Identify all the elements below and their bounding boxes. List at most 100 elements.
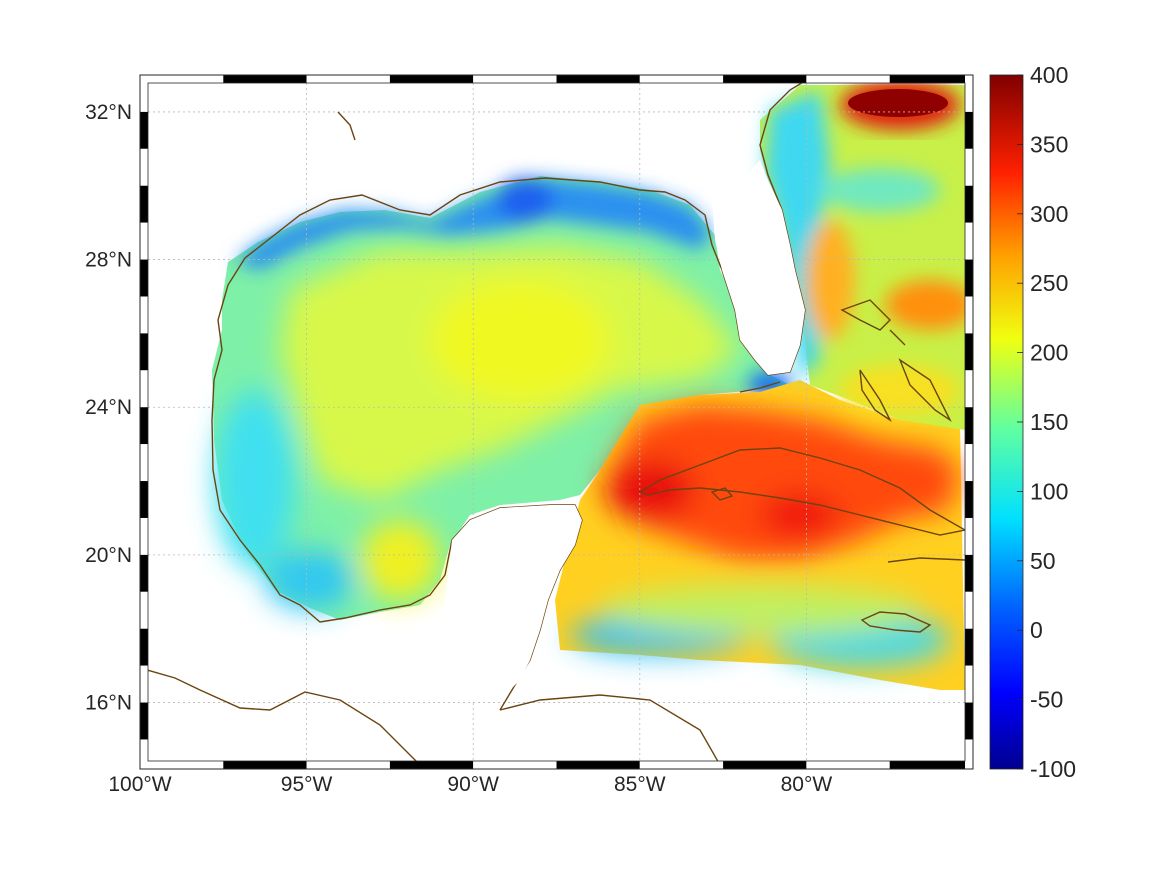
frame-segment	[965, 628, 973, 666]
lon-axis-labels: 100°W 95°W 90°W 85°W 80°W	[108, 773, 832, 796]
frame-segment	[140, 554, 148, 592]
lat-tick-label: 32°N	[85, 101, 132, 124]
frame-segment	[140, 517, 148, 555]
frame-segment	[473, 75, 557, 83]
lat-tick-label: 24°N	[85, 396, 132, 419]
frame-segment	[965, 591, 973, 629]
frame-segment	[140, 370, 148, 408]
frame-segment	[723, 75, 807, 83]
frame-segment	[223, 75, 307, 83]
atlantic-north-darkred	[848, 89, 948, 117]
honduras-coast-line	[499, 694, 719, 761]
frame-segment	[965, 222, 973, 260]
frame-segment	[965, 370, 973, 408]
frame-segment	[889, 75, 973, 83]
colorbar-tick-label: -100	[1030, 756, 1076, 782]
frame-segment	[140, 111, 148, 149]
atlantic-cyan-blob	[820, 168, 940, 212]
colorbar-tick-label: 200	[1030, 340, 1068, 366]
lat-axis-labels: 32°N 28°N 24°N 20°N 16°N	[85, 101, 132, 715]
frame-segment	[140, 702, 148, 740]
frame-segment	[965, 333, 973, 371]
campeche-yellow-blob	[360, 520, 440, 600]
frame-segment	[965, 554, 973, 592]
frame-segment	[140, 75, 224, 83]
frame-segment	[140, 665, 148, 703]
frame-segment	[965, 296, 973, 334]
frame-segment	[306, 761, 390, 769]
frame-segment	[140, 296, 148, 334]
map-inner-outline	[147, 82, 966, 762]
frame-segment	[473, 761, 557, 769]
colorbar-tick-labels: 400 350 300 250 200 150 100 50 0 -50 -100	[1017, 62, 1076, 782]
colorbar-tick-label: -50	[1030, 687, 1063, 713]
frame-segment	[140, 148, 148, 186]
lat-tick-label: 16°N	[85, 692, 132, 715]
isle-of-youth-outline	[710, 487, 734, 501]
land-mask	[445, 160, 805, 700]
bahamas-outline	[840, 299, 952, 423]
chesapeake-outline	[337, 111, 356, 141]
frame-segment	[140, 481, 148, 518]
colorbar-tick-label: 150	[1030, 409, 1068, 435]
frame-segment	[965, 259, 973, 297]
frame-segment	[389, 75, 474, 83]
colorbar-tick-label: 100	[1030, 478, 1068, 504]
gulf-west-cyan-blob	[215, 390, 295, 570]
frame-segment	[965, 444, 973, 482]
map-frame	[140, 75, 973, 769]
frame-segment	[723, 761, 807, 769]
lon-tick-label: 95°W	[281, 773, 333, 796]
hispaniola-outline	[887, 557, 965, 563]
jamaica-outline	[860, 611, 932, 633]
map-frame-outline	[139, 74, 974, 770]
colorbar-tick-label: 0	[1030, 617, 1043, 643]
frame-segment	[965, 739, 973, 769]
frame-segment	[639, 761, 724, 769]
lat-tick-label: 20°N	[85, 544, 132, 567]
frame-segment	[965, 75, 973, 112]
frame-segment	[965, 665, 973, 703]
colorbar-tick-label: 300	[1030, 201, 1068, 227]
frame-segment	[965, 517, 973, 555]
frame-segment	[965, 407, 973, 445]
frame-segment	[140, 591, 148, 629]
frame-segment	[965, 481, 973, 518]
frame-segment	[140, 259, 148, 297]
caribbean-green-belt	[600, 585, 920, 635]
frame-segment	[389, 761, 474, 769]
gulf-southwest-cyan-blob	[265, 550, 355, 610]
lon-tick-label: 80°W	[781, 773, 833, 796]
gulf-stream-orange	[805, 220, 855, 340]
cuba-outline	[638, 447, 965, 536]
frame-segment	[306, 75, 390, 83]
colorbar-tick-label: 50	[1030, 548, 1056, 574]
frame-segment	[140, 75, 148, 112]
frame-segment	[140, 333, 148, 371]
frame-segment	[140, 222, 148, 260]
frame-segment	[556, 761, 640, 769]
frame-segment	[140, 761, 224, 769]
atlantic-orange-blob	[885, 280, 965, 330]
frame-segment	[140, 407, 148, 445]
gulf-yellow-blob	[430, 280, 610, 400]
florida-land	[712, 160, 805, 375]
frame-segment	[889, 761, 973, 769]
frame-segment	[140, 739, 148, 769]
frame-segment	[140, 628, 148, 666]
frame-segment	[223, 761, 307, 769]
central-america-coast-line	[148, 669, 417, 761]
florida-keys-outline	[739, 381, 781, 393]
mississippi-blue-blob	[497, 178, 553, 222]
lon-tick-label: 90°W	[447, 773, 499, 796]
frame-segment	[806, 75, 890, 83]
frame-segment	[965, 185, 973, 223]
lon-tick-label: 85°W	[614, 773, 666, 796]
lat-tick-label: 28°N	[85, 249, 132, 272]
yucatan-land	[445, 505, 582, 700]
colorbar-tick-label: 400	[1030, 62, 1068, 88]
frame-segment	[965, 111, 973, 149]
loop-current-red	[610, 405, 960, 560]
frame-segment	[965, 702, 973, 740]
colorbar-tick-label: 250	[1030, 270, 1068, 296]
